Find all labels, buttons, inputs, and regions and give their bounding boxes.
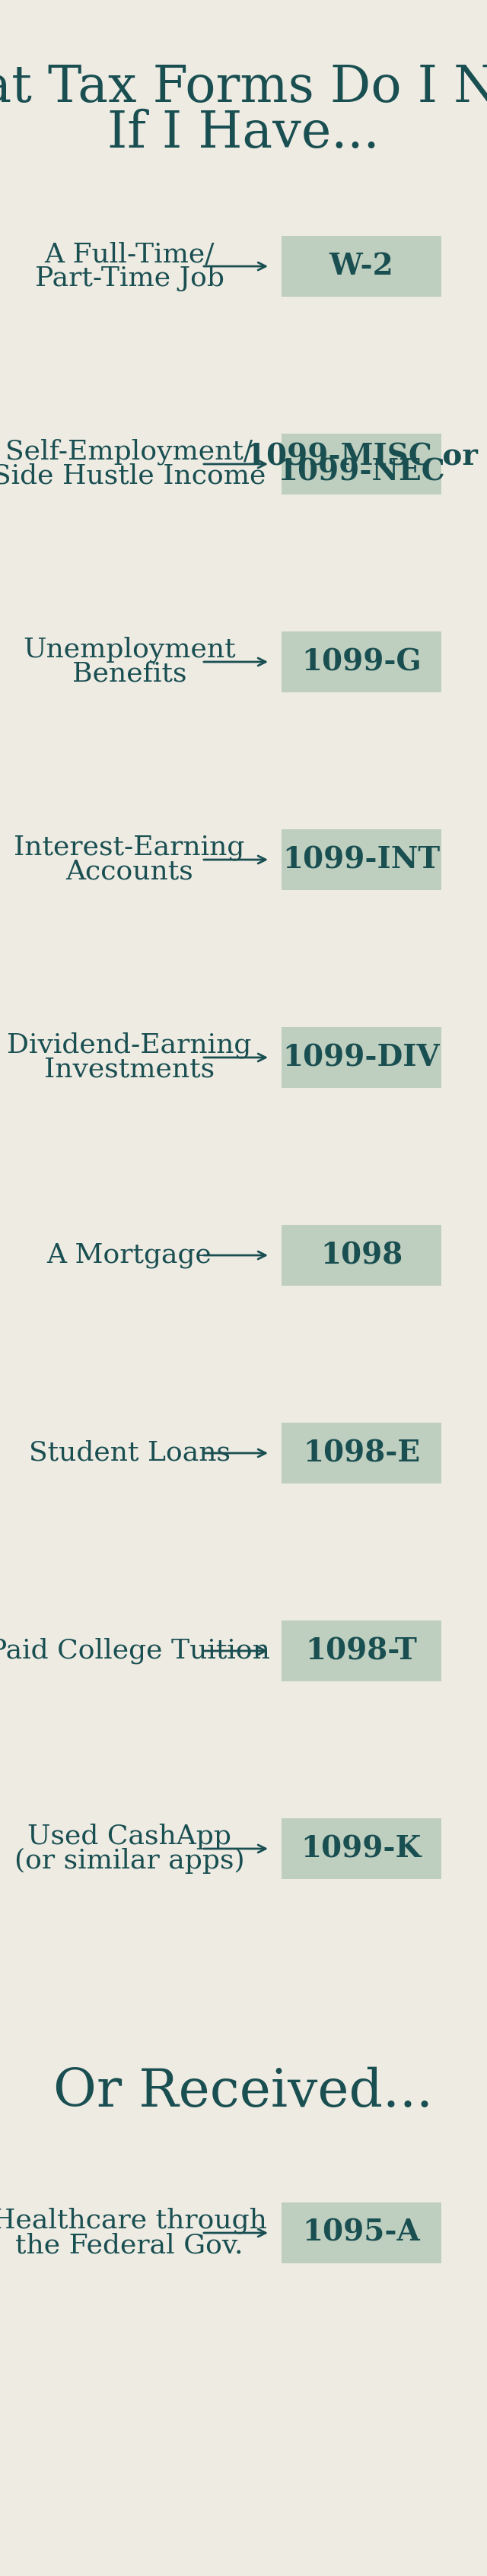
Text: 1098-E: 1098-E — [303, 1437, 420, 1468]
Text: Benefits: Benefits — [72, 662, 187, 688]
Bar — [281, 1620, 441, 1682]
Text: What Tax Forms Do I Need: What Tax Forms Do I Need — [0, 62, 487, 113]
Text: W-2: W-2 — [329, 252, 393, 281]
Text: Used CashApp: Used CashApp — [27, 1824, 231, 1850]
Text: Accounts: Accounts — [66, 858, 193, 884]
Bar — [281, 1422, 441, 1484]
Text: Paid College Tuition: Paid College Tuition — [0, 1638, 270, 1664]
Text: Part-Time Job: Part-Time Job — [35, 265, 224, 291]
Text: the Federal Gov.: the Federal Gov. — [16, 2233, 244, 2259]
Bar — [281, 829, 441, 891]
Bar — [281, 433, 441, 495]
Text: 1095-A: 1095-A — [302, 2218, 420, 2246]
Text: 1099-INT: 1099-INT — [282, 845, 440, 873]
Text: 1099-DIV: 1099-DIV — [283, 1043, 440, 1072]
Bar — [281, 631, 441, 693]
Bar — [281, 237, 441, 296]
Text: A Full-Time/: A Full-Time/ — [44, 242, 214, 268]
Text: Unemployment: Unemployment — [23, 636, 236, 662]
Text: Healthcare through: Healthcare through — [0, 2208, 267, 2233]
Text: 1099-K: 1099-K — [301, 1834, 422, 1862]
Text: Interest-Earning: Interest-Earning — [14, 835, 245, 860]
Text: 1099-NEC: 1099-NEC — [278, 456, 446, 487]
Bar — [281, 1819, 441, 1878]
Text: If I Have...: If I Have... — [108, 108, 379, 157]
Text: 1098: 1098 — [320, 1242, 403, 1270]
Text: 1098-T: 1098-T — [305, 1636, 417, 1664]
Text: A Mortgage: A Mortgage — [47, 1242, 212, 1267]
Text: Side Hustle Income: Side Hustle Income — [0, 464, 266, 489]
Text: Investments: Investments — [44, 1056, 215, 1082]
Text: Student Loans: Student Loans — [29, 1440, 230, 1466]
Bar — [281, 1224, 441, 1285]
Text: Dividend-Earning: Dividend-Earning — [7, 1033, 252, 1059]
Bar — [281, 2202, 441, 2264]
Text: Or Received...: Or Received... — [54, 2066, 433, 2117]
Bar — [281, 1028, 441, 1087]
Text: 1099-MISC or: 1099-MISC or — [245, 443, 477, 471]
Text: (or similar apps): (or similar apps) — [14, 1847, 244, 1873]
Text: Self-Employment/: Self-Employment/ — [6, 438, 253, 466]
Text: 1099-G: 1099-G — [301, 647, 421, 677]
